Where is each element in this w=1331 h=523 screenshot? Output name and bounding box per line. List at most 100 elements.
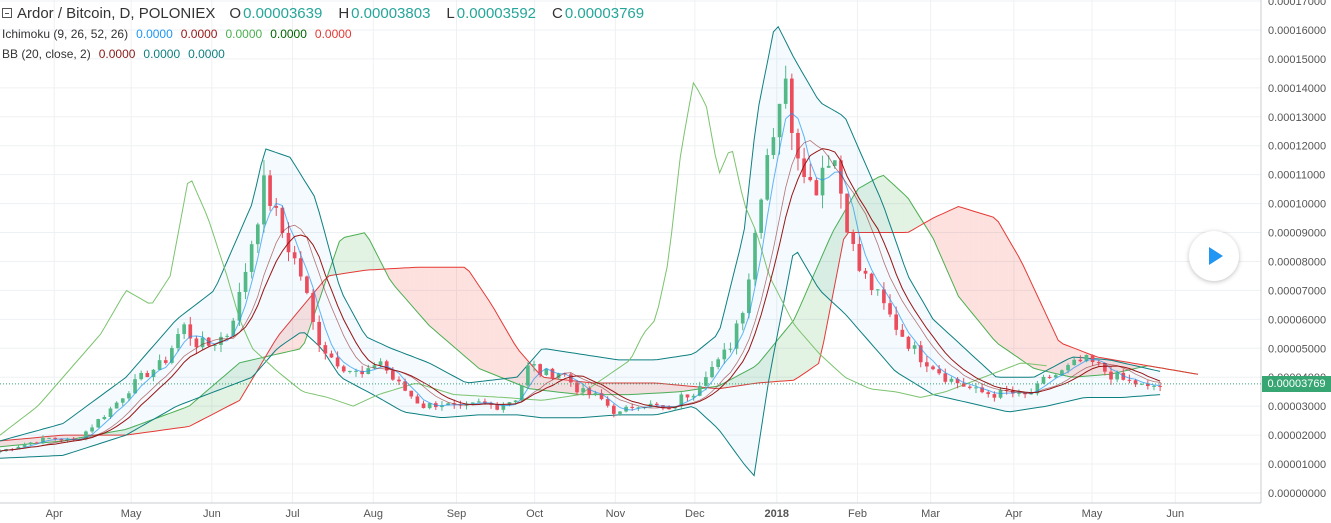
candle-body xyxy=(820,167,825,196)
kumo-cloud xyxy=(349,235,355,273)
candle-body xyxy=(832,160,837,166)
candle-body xyxy=(1152,385,1156,387)
kumo-cloud xyxy=(973,211,979,321)
bb-upper-line xyxy=(0,25,1161,442)
kumo-cloud xyxy=(24,438,30,445)
kumo-cloud xyxy=(464,267,470,360)
kumo-cloud xyxy=(194,397,200,424)
candle-body xyxy=(636,407,641,409)
symbol-title: Ardor / Bitcoin, D, POLONIEX xyxy=(17,4,216,22)
kumo-cloud xyxy=(564,379,570,394)
kumo-cloud xyxy=(888,179,894,233)
kumo-cloud xyxy=(718,383,724,389)
kumo-cloud xyxy=(254,358,260,376)
candle-body xyxy=(84,431,88,440)
candle-body xyxy=(1072,359,1077,366)
kumo-cloud xyxy=(983,214,989,333)
collapse-icon[interactable] xyxy=(2,8,12,18)
kumo-cloud xyxy=(29,437,35,444)
candle-body xyxy=(90,427,94,432)
kumo-cloud xyxy=(1028,276,1034,369)
kumo-cloud xyxy=(504,326,510,381)
kumo-cloud xyxy=(199,392,205,422)
kumo-cloud xyxy=(988,215,994,339)
candle-body xyxy=(532,364,536,366)
candle-body xyxy=(599,393,604,400)
y-tick-label: 0.00011000 xyxy=(1268,170,1325,182)
candle-body xyxy=(151,369,156,378)
kumo-cloud xyxy=(1003,230,1009,351)
candle-body xyxy=(863,270,868,274)
kumo-cloud xyxy=(763,350,769,383)
candle-body xyxy=(630,406,635,408)
kumo-cloud xyxy=(903,193,909,233)
candle-body xyxy=(728,348,733,350)
play-icon[interactable] xyxy=(1189,231,1239,281)
candle-body xyxy=(759,199,763,233)
kumo-cloud xyxy=(738,372,744,386)
candle-body xyxy=(268,175,272,206)
candle-body xyxy=(716,359,721,367)
candle-body xyxy=(618,411,622,414)
bb-row[interactable]: BB (20, close, 2) 0.0000 0.0000 0.0000 xyxy=(2,44,654,64)
candle-body xyxy=(906,336,911,349)
candle-body xyxy=(882,289,886,304)
kumo-cloud xyxy=(1053,329,1059,375)
candle-body xyxy=(391,370,395,380)
kumo-cloud xyxy=(509,334,515,383)
kumo-cloud xyxy=(868,179,874,233)
candle-body xyxy=(845,193,849,233)
candle-body xyxy=(1084,354,1089,362)
kumo-cloud xyxy=(958,206,964,303)
candle-body xyxy=(912,345,917,349)
kumo-cloud xyxy=(623,383,629,395)
candle-body xyxy=(1109,371,1113,380)
kumo-cloud xyxy=(978,212,984,327)
candle-body xyxy=(777,103,782,138)
candle-body xyxy=(544,368,549,375)
kumo-cloud xyxy=(154,416,160,432)
candle-body xyxy=(513,400,518,403)
kumo-cloud xyxy=(618,383,624,395)
base-line xyxy=(0,148,1161,452)
kumo-cloud xyxy=(299,304,305,350)
kumo-cloud xyxy=(908,198,914,233)
kumo-cloud xyxy=(334,241,340,275)
candle-body xyxy=(765,155,770,200)
kumo-cloud xyxy=(19,438,25,445)
x-tick-label: Dec xyxy=(685,508,705,520)
candle-body xyxy=(163,360,168,363)
kumo-cloud xyxy=(119,429,125,436)
candle-body xyxy=(869,273,874,291)
x-tick-label: Oct xyxy=(526,508,543,520)
candle-body xyxy=(354,370,358,372)
ichimoku-row[interactable]: Ichimoku (9, 26, 52, 26) 0.0000 0.0000 0… xyxy=(2,24,654,44)
candle-body xyxy=(826,165,831,168)
ichimoku-conversion-value: 0.0000 xyxy=(136,27,173,41)
candle-body xyxy=(188,324,193,339)
ichimoku-lead2-value: 0.0000 xyxy=(314,27,352,41)
candle-body xyxy=(569,374,573,383)
candle-body xyxy=(213,344,217,346)
kumo-cloud xyxy=(943,211,949,274)
y-tick-label: 0.00014000 xyxy=(1268,83,1326,95)
candle-body xyxy=(372,365,377,369)
kumo-cloud xyxy=(938,213,944,262)
candle-body xyxy=(679,394,684,407)
kumo-cloud xyxy=(993,217,999,344)
candle-body xyxy=(194,338,199,348)
kumo-cloud xyxy=(514,343,520,385)
kumo-cloud xyxy=(374,249,380,270)
kumo-cloud xyxy=(429,267,435,330)
kumo-cloud xyxy=(219,375,225,411)
candle-body xyxy=(127,393,131,399)
candle-body xyxy=(335,357,340,367)
kumo-cloud xyxy=(913,206,919,230)
candle-body xyxy=(949,378,954,382)
candle-body xyxy=(305,276,309,293)
kumo-cloud xyxy=(434,267,440,335)
close-value: 0.00003769 xyxy=(564,4,645,22)
kumo-cloud xyxy=(818,252,824,364)
candle-body xyxy=(59,438,64,441)
